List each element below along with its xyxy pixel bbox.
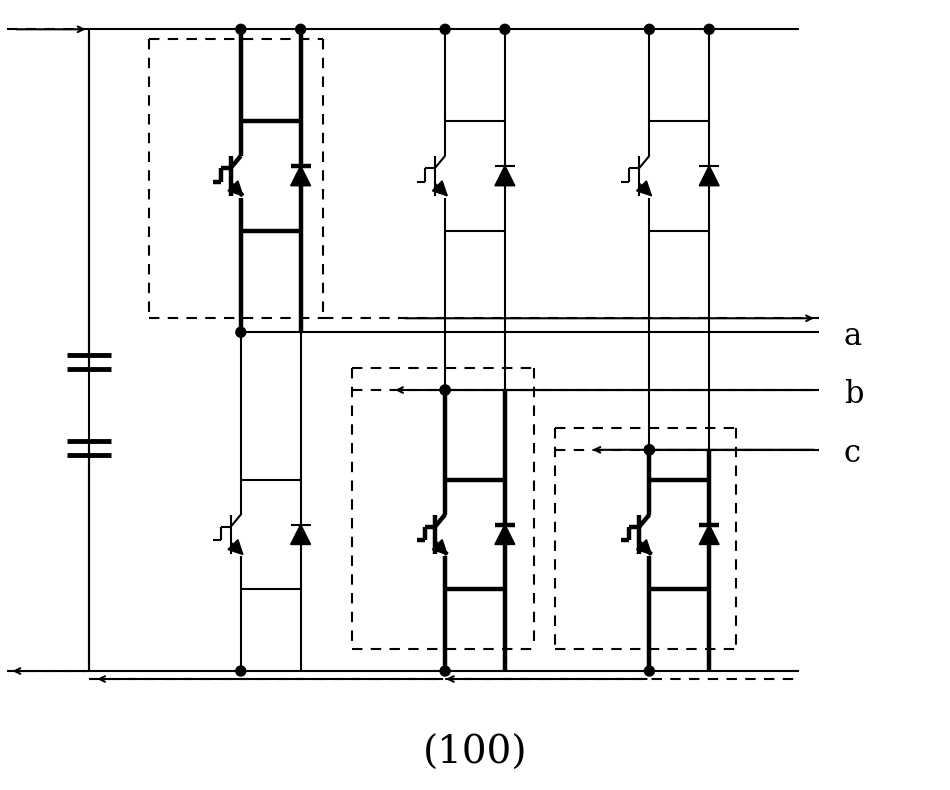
Polygon shape — [636, 181, 652, 196]
Text: c: c — [844, 438, 861, 469]
Circle shape — [500, 24, 510, 34]
Text: a: a — [844, 321, 862, 352]
Circle shape — [644, 24, 655, 34]
Polygon shape — [495, 166, 515, 186]
Polygon shape — [636, 540, 652, 555]
Polygon shape — [699, 166, 719, 186]
Polygon shape — [291, 166, 311, 186]
Circle shape — [440, 385, 450, 395]
Circle shape — [440, 24, 450, 34]
Polygon shape — [228, 181, 243, 196]
Polygon shape — [291, 525, 311, 544]
Circle shape — [704, 24, 714, 34]
Circle shape — [236, 327, 246, 337]
Polygon shape — [228, 540, 243, 555]
Polygon shape — [432, 181, 447, 196]
Circle shape — [440, 385, 450, 395]
Text: (100): (100) — [423, 735, 527, 773]
Circle shape — [644, 666, 655, 676]
Text: b: b — [844, 378, 864, 409]
Circle shape — [644, 445, 655, 455]
Circle shape — [236, 24, 246, 34]
Circle shape — [295, 24, 306, 34]
Polygon shape — [495, 525, 515, 544]
Polygon shape — [432, 540, 447, 555]
Circle shape — [236, 666, 246, 676]
Polygon shape — [699, 525, 719, 544]
Circle shape — [644, 445, 655, 455]
Circle shape — [440, 666, 450, 676]
